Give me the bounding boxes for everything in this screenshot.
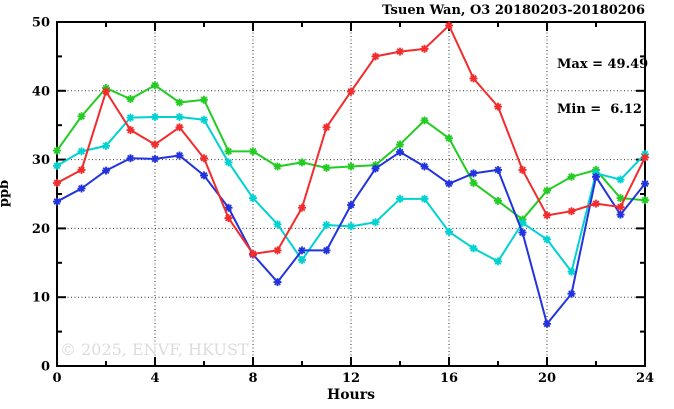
x-tick-label: 16: [440, 371, 458, 386]
series-line-blue: [56, 151, 646, 325]
x-axis-title: Hours: [326, 387, 376, 403]
x-tick-label: 8: [248, 371, 257, 386]
y-tick-label: 0: [41, 360, 50, 375]
y-tick-label: 50: [32, 16, 50, 31]
x-tick-label: 12: [342, 371, 360, 386]
x-tick-label: 20: [538, 371, 556, 386]
min-value-label: Min = 6.12: [557, 102, 642, 117]
y-tick-label: 10: [32, 291, 50, 306]
watermark: © 2025, ENVF, HKUST: [60, 340, 249, 359]
y-tick-label: 30: [32, 153, 50, 168]
y-axis-title: ppb: [0, 179, 13, 208]
x-tick-label: 0: [52, 371, 61, 386]
x-tick-label: 24: [636, 371, 654, 386]
chart-title: Tsuen Wan, O3 20180203-20180206: [382, 3, 645, 18]
stats-annotation: Max = 49.49 Min = 6.12: [557, 27, 648, 147]
series-markers-blue: [53, 148, 649, 328]
x-tick-label: 4: [150, 371, 159, 386]
max-value-label: Max = 49.49: [557, 57, 649, 72]
y-tick-label: 40: [32, 84, 50, 99]
series-markers-red: [53, 21, 649, 258]
y-tick-label: 20: [32, 222, 50, 237]
